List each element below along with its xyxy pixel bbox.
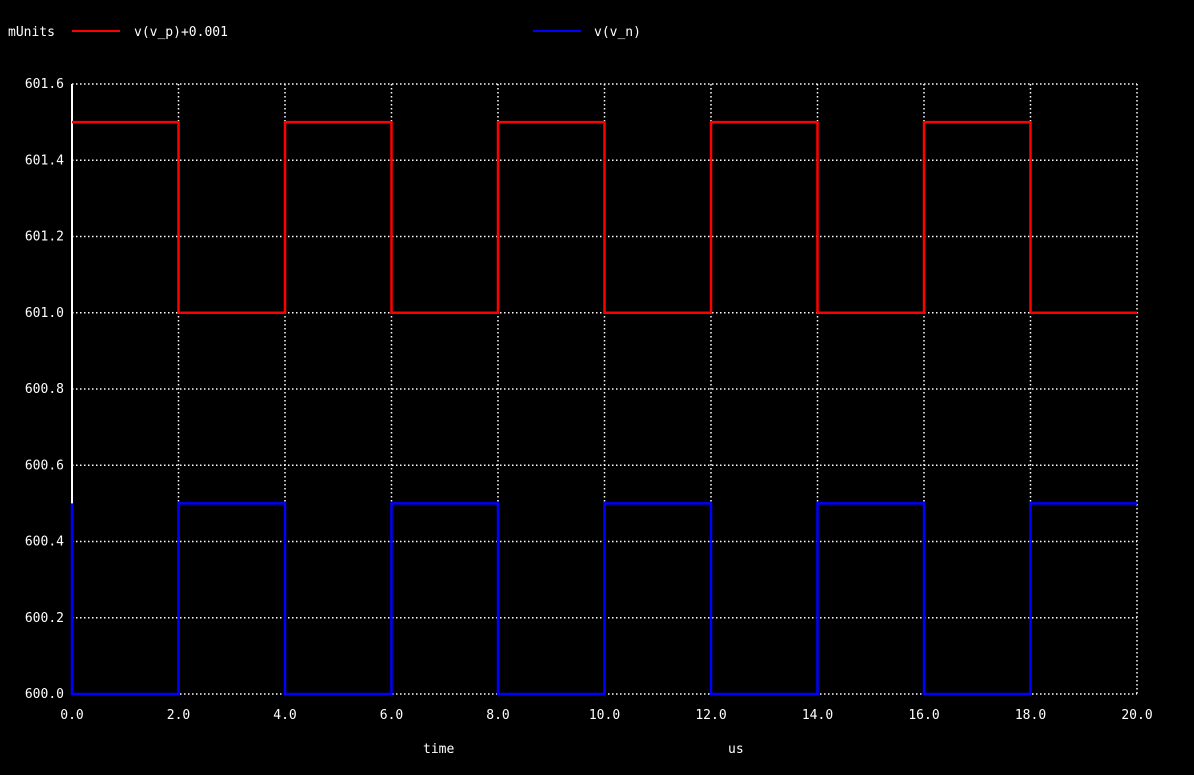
x-tick-label: 4.0 xyxy=(273,708,296,723)
x-tick-label: 10.0 xyxy=(589,708,620,723)
x-tick-label: 20.0 xyxy=(1121,708,1152,723)
x-axis-unit: us xyxy=(728,742,744,757)
x-tick-label: 0.0 xyxy=(60,708,83,723)
x-tick-label: 2.0 xyxy=(167,708,190,723)
series-line-0 xyxy=(72,120,1137,315)
x-tick-label: 12.0 xyxy=(695,708,726,723)
y-tick-label: 601.4 xyxy=(25,153,64,168)
x-tick-label: 8.0 xyxy=(486,708,509,723)
y-tick-label: 600.2 xyxy=(25,611,64,626)
y-tick-label: 601.6 xyxy=(25,77,64,92)
x-axis-caption: time us xyxy=(423,742,744,757)
legend-label-v-p: v(v_p)+0.001 xyxy=(134,25,228,40)
y-tick-label: 601.2 xyxy=(25,230,64,245)
series-layer xyxy=(70,120,1137,696)
x-tick-label: 18.0 xyxy=(1015,708,1046,723)
x-tick-label: 6.0 xyxy=(380,708,403,723)
y-tick-label: 600.0 xyxy=(25,687,64,702)
legend: mUnits v(v_p)+0.001 v(v_n) xyxy=(8,25,641,40)
y-tick-label: 601.0 xyxy=(25,306,64,321)
axis-ticks: 0.0 2.0 4.0 6.0 8.0 10.0 12.0 14.0 16.0 18.0 20.0 6… xyxy=(25,77,1153,723)
y-tick-label: 600.8 xyxy=(25,382,64,397)
x-tick-label: 14.0 xyxy=(802,708,833,723)
series-line-1 xyxy=(70,502,1137,696)
y-tick-label: 600.6 xyxy=(25,458,64,473)
legend-label-v-n: v(v_n) xyxy=(594,25,641,40)
x-axis-label: time xyxy=(423,742,454,757)
y-tick-label: 600.4 xyxy=(25,535,64,550)
x-tick-label: 16.0 xyxy=(908,708,939,723)
unit-label: mUnits xyxy=(8,25,55,40)
